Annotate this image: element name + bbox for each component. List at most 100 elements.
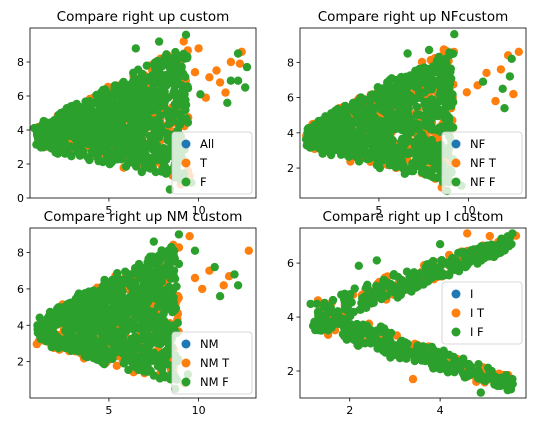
scatter-point [340, 329, 349, 339]
scatter-point [157, 145, 166, 154]
scatter-point [140, 292, 149, 301]
legend-entry: NM [200, 337, 219, 351]
scatter-point [194, 44, 203, 53]
scatter-point [464, 362, 473, 371]
legend-marker [451, 289, 461, 299]
scatter-point [123, 306, 132, 315]
scatter-point [196, 90, 205, 99]
scatter-point [381, 326, 390, 336]
scatter-point [109, 107, 118, 117]
scatter-point [177, 63, 186, 73]
scatter-point [326, 129, 335, 138]
scatter-point [50, 341, 60, 350]
scatter-point [352, 319, 362, 329]
scatter-point [179, 89, 188, 99]
scatter-point [509, 89, 518, 99]
scatter-point [448, 98, 458, 107]
scatter-point [414, 125, 423, 134]
legend-marker [451, 177, 461, 187]
scatter-point [165, 292, 175, 301]
scatter-point [366, 334, 376, 343]
scatter-point [149, 83, 158, 92]
legend-marker [451, 158, 461, 168]
scatter-point [109, 275, 119, 284]
y-tick-label: 2 [17, 158, 24, 171]
legend-marker [451, 139, 461, 149]
scatter-point [338, 138, 347, 147]
scatter-point [242, 62, 252, 72]
scatter-point [390, 341, 399, 350]
scatter-point [346, 290, 355, 299]
scatter-point [230, 270, 239, 279]
y-tick-label: 4 [287, 127, 294, 140]
scatter-point [428, 152, 437, 161]
scatter-point [221, 88, 230, 97]
scatter-point [478, 77, 488, 86]
scatter-point [417, 356, 427, 365]
scatter-point [124, 158, 133, 167]
scatter-point [434, 52, 444, 62]
scatter-point [385, 75, 394, 85]
scatter-point [379, 86, 388, 95]
scatter-point [415, 162, 424, 171]
scatter-point [223, 98, 232, 108]
legend: NF NF T NF F [441, 131, 523, 195]
points-layer [301, 30, 523, 196]
scatter-point [172, 110, 181, 119]
scatter-point [430, 348, 439, 358]
scatter-point [498, 84, 507, 94]
scatter-point [36, 332, 45, 342]
scatter-point [476, 373, 486, 383]
x-tick-label: 4 [437, 404, 444, 417]
scatter-point [112, 145, 121, 154]
legend-box [171, 331, 253, 395]
y-tick-label: 8 [17, 247, 24, 260]
scatter-point [149, 371, 159, 380]
scatter-point [85, 155, 94, 165]
y-tick-label: 4 [17, 124, 24, 137]
scatter-point [421, 170, 430, 179]
series-nm-f [33, 230, 243, 394]
scatter-point [235, 59, 245, 68]
scatter-point [119, 77, 128, 87]
scatter-point [96, 99, 106, 109]
y-tick-label: 0 [17, 192, 24, 205]
scatter-point [507, 54, 516, 63]
scatter-point [362, 124, 372, 133]
scatter-point [79, 132, 89, 141]
scatter-point [190, 246, 200, 255]
scatter-point [111, 317, 120, 327]
legend-box [171, 131, 253, 195]
scatter-point [462, 88, 471, 97]
scatter-point [476, 388, 485, 397]
scatter-point [149, 105, 159, 115]
scatter-point [451, 264, 460, 274]
scatter-point [455, 358, 464, 367]
scatter-point [503, 385, 512, 395]
scatter-point [113, 155, 123, 164]
scatter-point [485, 231, 494, 241]
scatter-point [159, 370, 168, 379]
scatter-point [397, 141, 406, 150]
scatter-point [314, 314, 324, 324]
scatter-point [45, 307, 55, 317]
scatter-point [423, 260, 432, 269]
scatter-point [68, 105, 77, 114]
scatter-point [358, 299, 367, 308]
scatter-point [482, 68, 491, 78]
scatter-point [131, 268, 140, 277]
scatter-point [98, 85, 108, 95]
points-layer [32, 230, 253, 394]
scatter-point [81, 97, 90, 106]
scatter-point [440, 110, 449, 120]
scatter-point [448, 90, 457, 99]
scatter-point [142, 61, 151, 70]
points-layer [306, 229, 521, 397]
scatter-point [233, 49, 243, 58]
scatter-point [98, 334, 107, 343]
scatter-point [317, 137, 326, 147]
scatter-point [493, 240, 502, 250]
scatter-point [474, 360, 483, 369]
scatter-point [78, 295, 88, 305]
scatter-point [340, 147, 350, 156]
